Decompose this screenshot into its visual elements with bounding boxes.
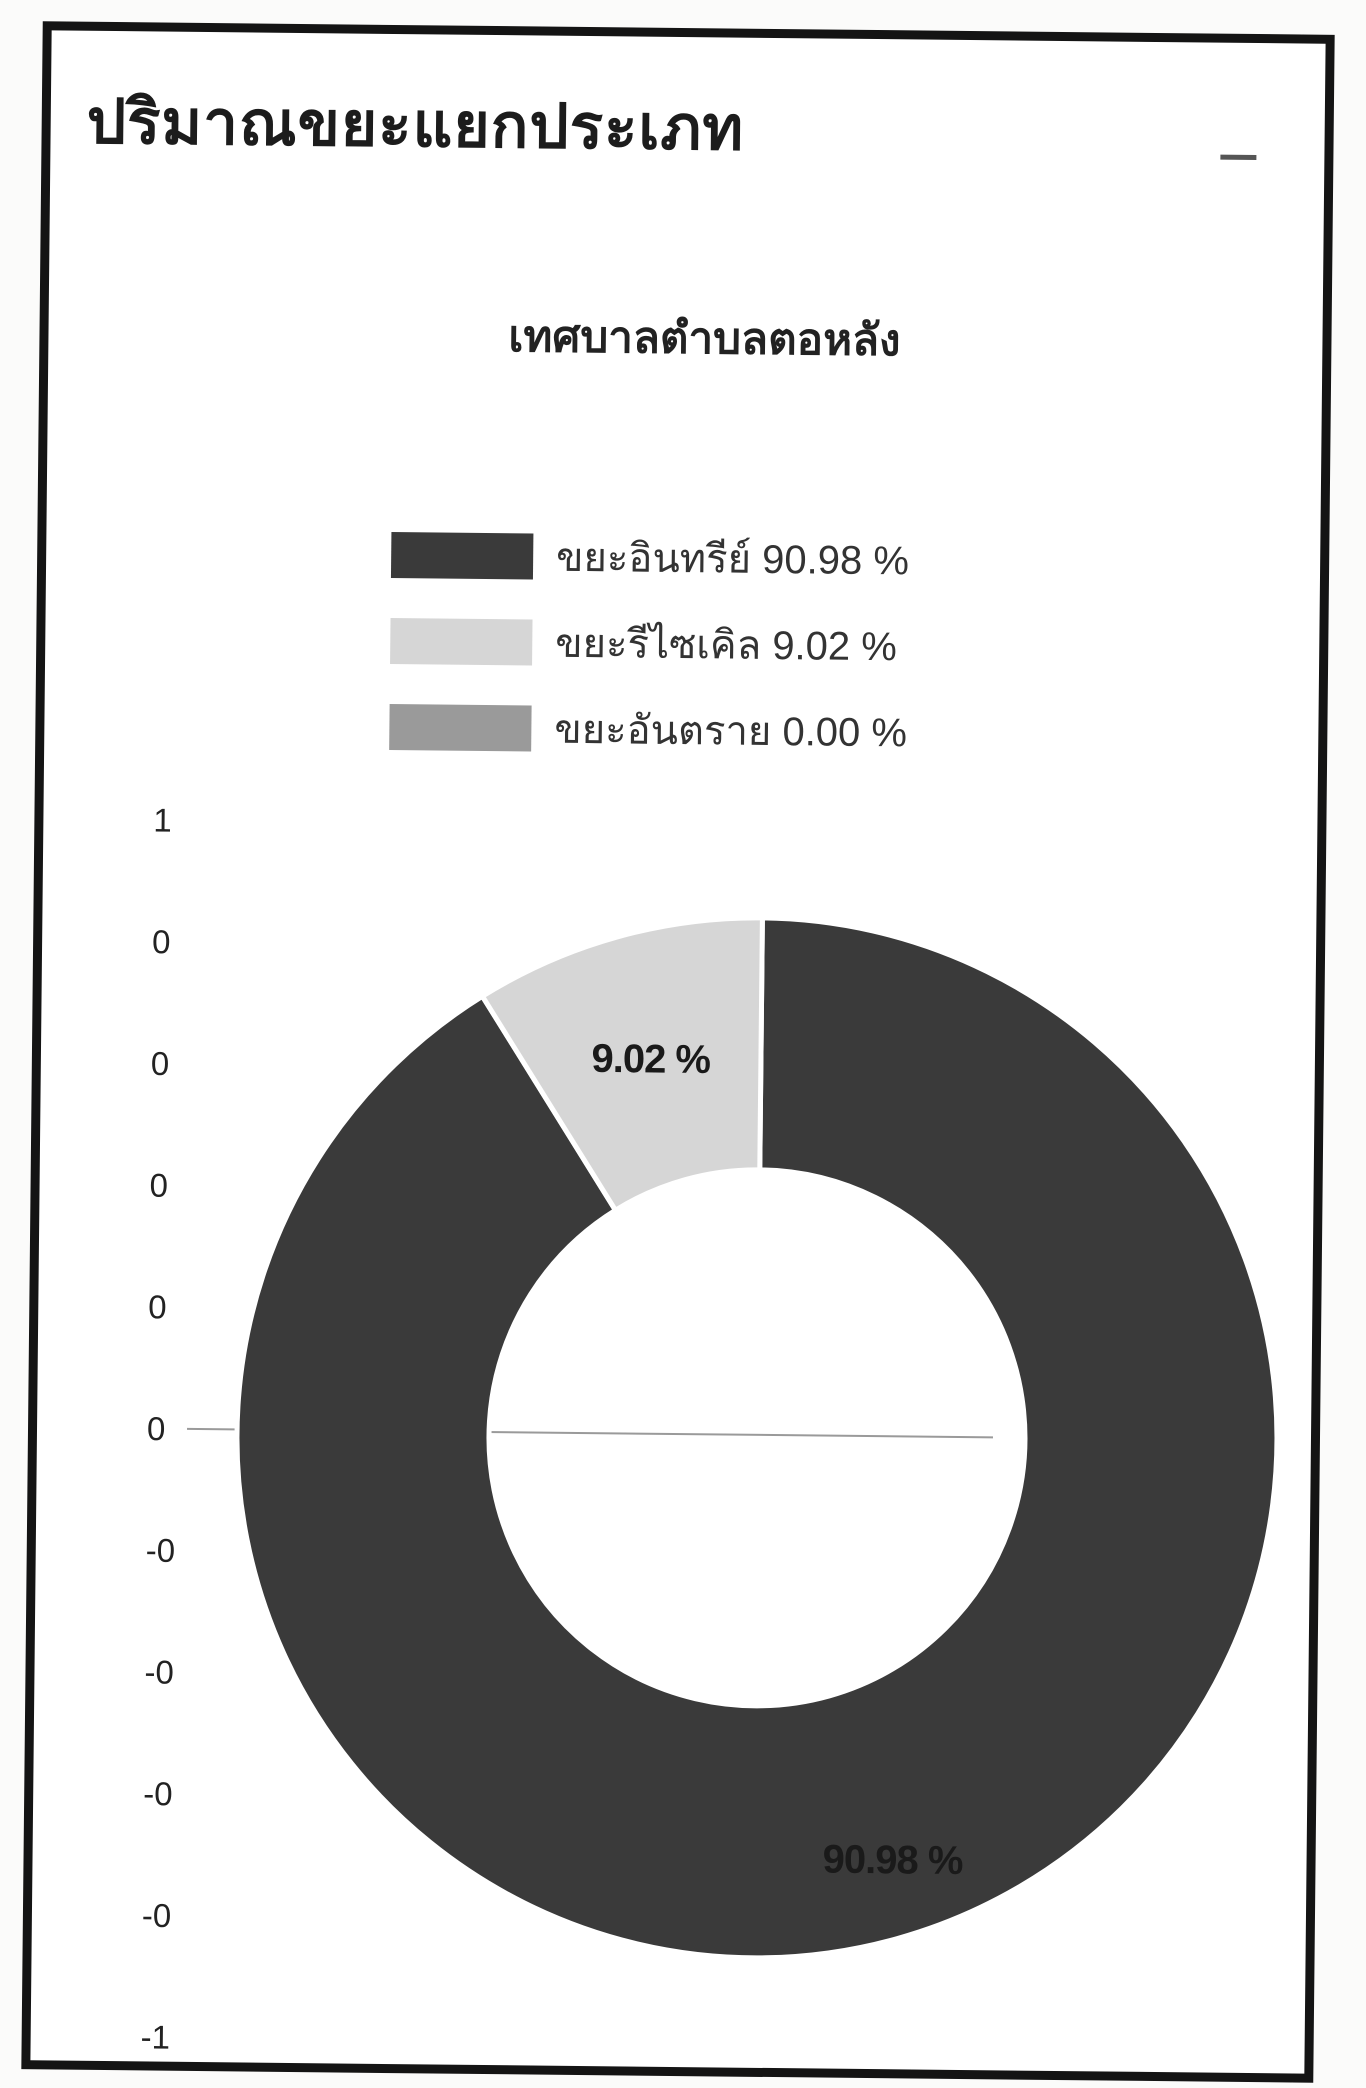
chart-card: ปริมาณขยะแยกประเภท เทศบาลตำบลตอหลัง ขยะอ… [21,21,1335,2083]
slice-label-0: 90.98 % [822,1838,963,1883]
y-tick-label-3: 0 [149,1167,168,1204]
y-tick-label-4: 0 [148,1288,167,1325]
chart-legend: ขยะอินทรีย์ 90.98 % ขยะรีไซเคิล 9.02 % ขยะ… [389,531,909,756]
donut-slice-0[interactable] [232,912,1283,1963]
legend-swatch-0 [390,531,534,580]
legend-swatch-1 [390,617,533,666]
y-tick-label-9: -0 [142,1897,172,1934]
y-axis: 1 0 0 0 0 0 -0 -0 -0 -0 -1 [140,801,176,2055]
y-tick-label-7: -0 [144,1653,174,1690]
donut-slices [232,912,1283,1963]
y-tick-label-6: -0 [146,1532,176,1569]
legend-label-0[interactable]: ขยะอินทรีย์ 90.98 % [556,535,909,584]
y-tick-label-5: 0 [147,1410,166,1447]
legend-swatch-2 [389,703,532,752]
y-tick-label-2: 0 [151,1045,170,1082]
y-tick-label-10: -1 [140,2018,170,2055]
legend-label-2[interactable]: ขยะอันตราย 0.00 % [554,708,907,756]
y-tick-label-0: 1 [153,801,172,838]
legend-label-1[interactable]: ขยะรีไซเคิล 9.02 % [555,621,897,670]
slice-labels: 90.98 % 9.02 % [591,1037,963,1883]
y-tick-label-8: -0 [143,1775,173,1812]
donut-slice-1[interactable] [478,915,765,1214]
donut-chart: เทศบาลตำบลตอหลัง ขยะอินทรีย์ 90.98 % ขยะร… [140,311,1283,2056]
chart-title: เทศบาลตำบลตอหลัง [508,311,901,366]
slice-label-1: 9.02 % [591,1037,710,1082]
y-tick-label-1: 0 [152,923,171,960]
